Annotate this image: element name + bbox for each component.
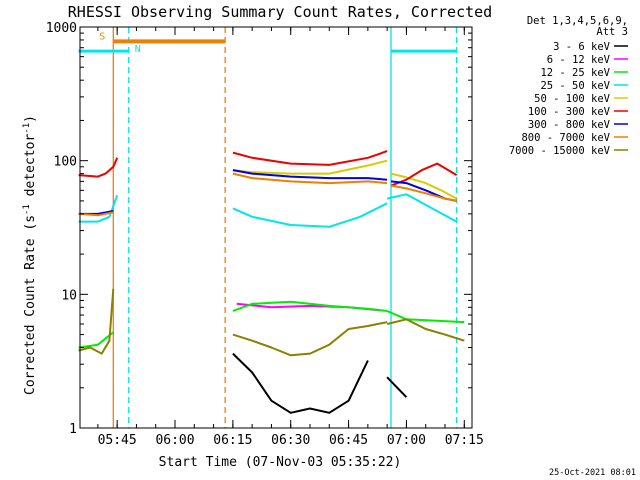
x-tick-label: 07:15 — [445, 433, 484, 448]
series-line — [386, 376, 408, 398]
svg-text:Corrected Count Rate (s-1 dete: Corrected Count Rate (s-1 detector-1) — [22, 115, 38, 395]
legend-entry-label: 25 - 50 keV — [540, 80, 610, 92]
series-line — [232, 202, 388, 228]
chart-title: RHESSI Observing Summary Count Rates, Co… — [68, 3, 492, 21]
x-tick-label: 06:15 — [213, 433, 252, 448]
series-line — [232, 150, 388, 166]
night-label: N — [135, 44, 141, 55]
x-tick-label: 05:45 — [98, 433, 137, 448]
x-tick-label: 06:45 — [329, 433, 368, 448]
footer-timestamp: 25-Oct-2021 08:01 — [549, 468, 636, 478]
series-line — [232, 169, 388, 181]
attenuator-label: S — [99, 31, 105, 42]
legend-entry-label: 7000 - 15000 keV — [509, 145, 611, 157]
y-tick-label: 10 — [61, 288, 77, 303]
series-line — [236, 302, 380, 312]
series-line — [386, 193, 458, 223]
series-line — [232, 159, 388, 175]
legend-header: Det 1,3,4,5,6,9, — [527, 15, 628, 27]
axes: 1 10 100 1000 05:45 06:00 06:15 06:30 06:45 07:00… — [46, 21, 484, 448]
x-tick-label: 06:30 — [271, 433, 310, 448]
series-line — [78, 211, 114, 217]
series-line — [386, 318, 465, 342]
legend-header: Att 3 — [596, 26, 628, 38]
series-line — [232, 300, 388, 312]
x-tick-label: 07:00 — [387, 433, 426, 448]
series-line — [78, 331, 114, 349]
y-tick-label: 1000 — [46, 21, 77, 36]
series-line — [232, 321, 388, 357]
series-line — [78, 157, 119, 178]
legend-entry-label: 300 - 800 keV — [528, 119, 611, 131]
series-line — [78, 288, 115, 355]
plot-frame — [79, 26, 473, 429]
legend-entry-label: 100 - 300 keV — [528, 106, 611, 118]
series-line — [78, 195, 119, 223]
series-line — [390, 184, 457, 202]
series-line — [232, 352, 369, 414]
y-tick-label: 100 — [54, 155, 77, 170]
legend-entry-label: 6 - 12 keV — [547, 54, 611, 66]
x-tick-label: 06:00 — [155, 433, 194, 448]
plot-area: SN — [78, 27, 465, 428]
y-tick-label: 1 — [69, 422, 77, 437]
y-axis-title: Corrected Count Rate (s-1 detector-1) — [22, 115, 38, 395]
legend-entry-label: 12 - 25 keV — [540, 67, 610, 79]
x-axis-title: Start Time (07-Nov-03 05:35:22) — [159, 455, 402, 470]
series-line — [390, 172, 458, 200]
legend-entry-label: 3 - 6 keV — [553, 41, 611, 53]
legend-entry-label: 50 - 100 keV — [534, 93, 611, 105]
series-line — [232, 172, 388, 185]
legend-entry-label: 800 - 7000 keV — [521, 132, 610, 144]
